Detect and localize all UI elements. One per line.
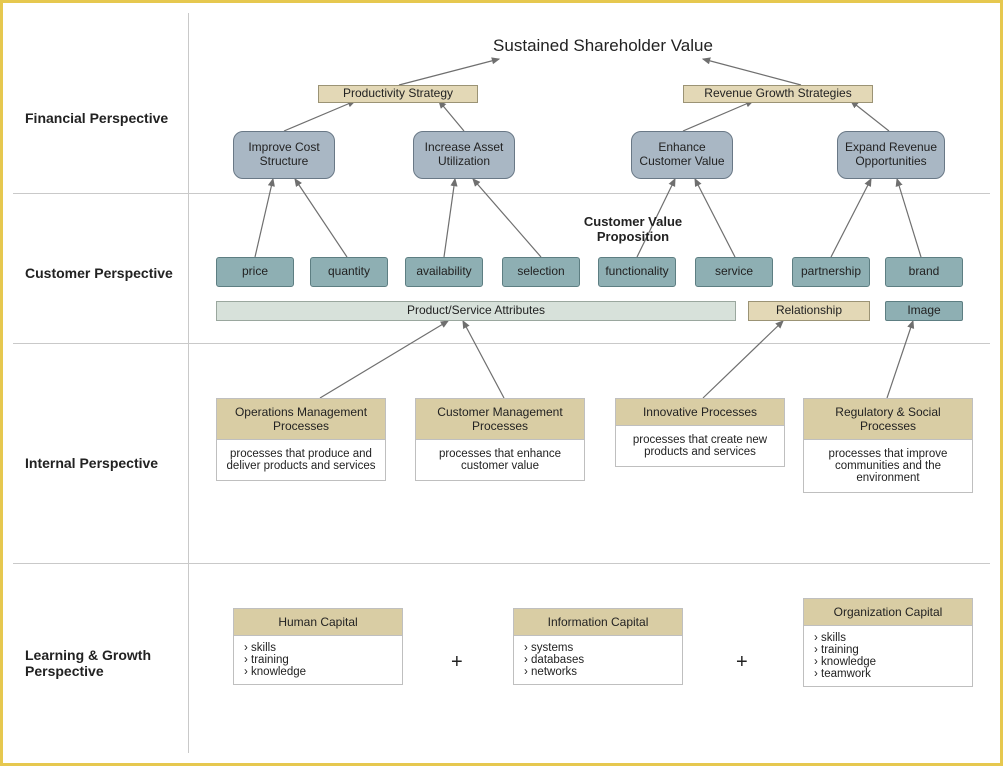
card-innov-body: processes that create new products and s… — [616, 426, 784, 466]
cust-selection: selection — [502, 257, 580, 287]
plus-1: + — [451, 651, 463, 674]
card-ops-title: Operations Management Processes — [217, 399, 385, 440]
cust-price: price — [216, 257, 294, 287]
card-human: Human Capital skillstrainingknowledge — [233, 608, 403, 685]
group-relationship: Relationship — [748, 301, 870, 321]
card-info-title: Information Capital — [514, 609, 682, 636]
card-info-list: systemsdatabasesnetworks — [514, 636, 682, 684]
card-reg-title: Regulatory & Social Processes — [804, 399, 972, 440]
card-cust-body: processes that enhance customer value — [416, 440, 584, 480]
card-org-list: skillstrainingknowledgeteamwork — [804, 626, 972, 686]
row-label-internal: Internal Perspective — [13, 443, 183, 483]
row-sep-1 — [13, 193, 990, 194]
goal-value: Enhance Customer Value — [631, 131, 733, 179]
group-attributes: Product/Service Attributes — [216, 301, 736, 321]
cust-quantity: quantity — [310, 257, 388, 287]
row-label-learning: Learning & Growth Perspective — [13, 643, 183, 683]
card-org: Organization Capital skillstrainingknowl… — [803, 598, 973, 687]
goal-asset: Increase Asset Utilization — [413, 131, 515, 179]
top-title: Sustained Shareholder Value — [423, 33, 783, 59]
row-label-financial: Financial Perspective — [13, 98, 183, 138]
cust-functionality: functionality — [598, 257, 676, 287]
cust-service: service — [695, 257, 773, 287]
strategy-map-frame: Financial Perspective Customer Perspecti… — [0, 0, 1003, 766]
goal-expand: Expand Revenue Opportunities — [837, 131, 945, 179]
strategy-productivity: Productivity Strategy — [318, 85, 478, 103]
cust-brand: brand — [885, 257, 963, 287]
goal-cost: Improve Cost Structure — [233, 131, 335, 179]
card-ops-body: processes that produce and deliver produ… — [217, 440, 385, 480]
cust-partnership: partnership — [792, 257, 870, 287]
card-human-title: Human Capital — [234, 609, 402, 636]
card-cust-title: Customer Management Processes — [416, 399, 584, 440]
card-org-title: Organization Capital — [804, 599, 972, 626]
card-info: Information Capital systemsdatabasesnetw… — [513, 608, 683, 685]
group-image: Image — [885, 301, 963, 321]
strategy-revenue: Revenue Growth Strategies — [683, 85, 873, 103]
cust-availability: availability — [405, 257, 483, 287]
card-innov-title: Innovative Processes — [616, 399, 784, 426]
card-human-list: skillstrainingknowledge — [234, 636, 402, 684]
card-ops: Operations Management Processes processe… — [216, 398, 386, 481]
plus-2: + — [736, 651, 748, 674]
customer-subtitle: Customer Value Proposition — [543, 213, 723, 247]
row-label-customer: Customer Perspective — [13, 253, 183, 293]
card-reg: Regulatory & Social Processes processes … — [803, 398, 973, 493]
card-innov: Innovative Processes processes that crea… — [615, 398, 785, 467]
card-cust: Customer Management Processes processes … — [415, 398, 585, 481]
row-sep-2 — [13, 343, 990, 344]
card-reg-body: processes that improve communities and t… — [804, 440, 972, 492]
label-column-divider — [188, 13, 189, 753]
row-sep-3 — [13, 563, 990, 564]
